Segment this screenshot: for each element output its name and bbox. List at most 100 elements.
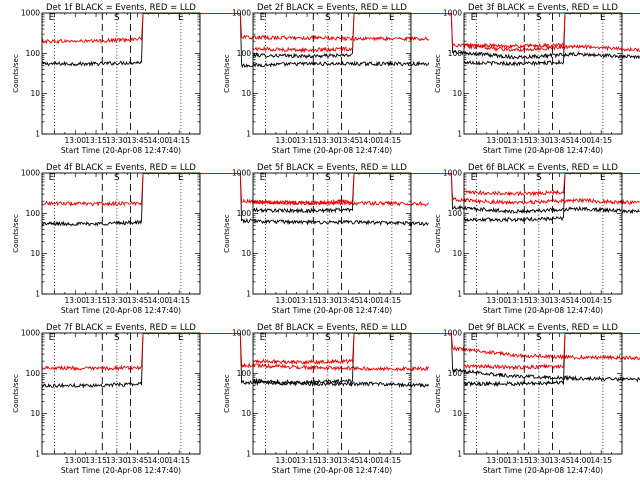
events-series-line	[41, 332, 144, 389]
events-series-line	[239, 332, 430, 389]
x-tick-label: 13:45	[127, 136, 149, 145]
x-tick-label: 13:00	[486, 296, 508, 305]
plot-frame	[41, 12, 201, 135]
events-series-line	[463, 332, 566, 388]
x-tick-label: 14:15	[168, 296, 190, 305]
panel-title: Det 7f BLACK = Events, RED = LLD	[46, 323, 196, 333]
plot-frame	[41, 332, 201, 455]
y-axis-label: Counts/sec	[434, 54, 442, 93]
x-tick-label: 13:30	[317, 456, 339, 465]
x-tick-label: 13:30	[106, 136, 128, 145]
panel-det-3f: Det 3f BLACK = Events, RED = LLD Counts/s…	[434, 3, 640, 155]
panel-title: Det 4f BLACK = Events, RED = LLD	[46, 163, 196, 173]
marker-e-label: E	[389, 333, 395, 343]
marker-e-label: E	[260, 13, 266, 23]
y-tick-label: 1000	[232, 329, 251, 338]
x-axis-label: Start Time (20-Apr-08 12:47:40)	[61, 466, 181, 475]
events-series-line	[41, 12, 144, 67]
panel-det-1f: Det 1f BLACK = Events, RED = LLD Counts/s…	[12, 3, 430, 155]
marker-s-label: S	[114, 173, 120, 183]
y-tick-label: 10	[241, 89, 251, 98]
events-series-line	[450, 12, 640, 60]
x-tick-label: 14:00	[570, 296, 592, 305]
events-series-line	[252, 12, 355, 60]
marker-s-label: S	[536, 13, 542, 23]
plot-frame	[463, 172, 623, 295]
x-tick-label: 13:15	[296, 296, 318, 305]
marker-e-label: E	[49, 13, 55, 23]
y-axis-label: Counts/sec	[12, 214, 20, 253]
y-tick-label: 1000	[443, 169, 462, 178]
x-tick-label: 13:15	[296, 136, 318, 145]
y-tick-label: 10	[30, 409, 40, 418]
marker-s-label: S	[114, 333, 120, 343]
lld-series-line	[463, 332, 566, 371]
y-tick-label: 100	[237, 369, 252, 378]
events-series-line	[239, 12, 430, 69]
x-tick-label: 13:30	[528, 136, 550, 145]
marker-e-label: E	[600, 173, 606, 183]
x-axis-label: Start Time (20-Apr-08 12:47:40)	[272, 306, 392, 315]
y-tick-label: 1	[35, 290, 40, 299]
lld-series-line	[239, 332, 430, 373]
x-tick-label: 14:00	[148, 296, 170, 305]
x-axis-label: Start Time (20-Apr-08 12:47:40)	[61, 146, 181, 155]
events-series-line	[239, 172, 429, 227]
x-tick-label: 13:00	[486, 136, 508, 145]
lld-series-line	[252, 172, 355, 207]
panel-title: Det 1f BLACK = Events, RED = LLD	[46, 3, 196, 13]
y-tick-label: 100	[448, 369, 463, 378]
marker-s-label: S	[536, 173, 542, 183]
y-tick-label: 1	[457, 130, 462, 139]
x-tick-label: 13:45	[127, 456, 149, 465]
x-tick-label: 13:45	[549, 456, 571, 465]
x-tick-label: 13:30	[528, 456, 550, 465]
marker-e-label: E	[471, 13, 477, 23]
x-tick-label: 13:00	[486, 456, 508, 465]
lld-series-line	[252, 12, 355, 54]
y-axis-label: Counts/sec	[434, 374, 442, 413]
events-series-line	[463, 12, 566, 67]
x-tick-label: 13:15	[85, 136, 107, 145]
panel-title: Det 2f BLACK = Events, RED = LLD	[257, 3, 407, 13]
y-tick-label: 10	[452, 89, 462, 98]
x-tick-label: 14:00	[570, 456, 592, 465]
y-tick-label: 1000	[21, 9, 40, 18]
panel-title: Det 9f BLACK = Events, RED = LLD	[468, 323, 618, 333]
panel-det-8f: Det 8f BLACK = Events, RED = LLD Counts/s…	[223, 323, 640, 475]
panel-title: Det 3f BLACK = Events, RED = LLD	[468, 3, 618, 13]
marker-e-label: E	[389, 13, 395, 23]
y-axis-label: Counts/sec	[12, 54, 20, 93]
y-tick-label: 1	[457, 290, 462, 299]
x-tick-label: 14:00	[359, 296, 381, 305]
x-tick-label: 13:45	[549, 296, 571, 305]
marker-s-label: S	[114, 13, 120, 23]
marker-e-label: E	[389, 173, 395, 183]
lld-series-line	[41, 332, 144, 372]
x-tick-label: 13:30	[106, 456, 128, 465]
y-tick-label: 10	[30, 249, 40, 258]
marker-s-label: S	[325, 13, 331, 23]
y-tick-label: 100	[26, 209, 41, 218]
panel-det-9f: Det 9f BLACK = Events, RED = LLD Counts/s…	[434, 323, 640, 475]
lld-series-line	[252, 332, 355, 366]
lld-series-line	[41, 12, 144, 45]
marker-s-label: S	[325, 173, 331, 183]
panel-title: Det 8f BLACK = Events, RED = LLD	[257, 323, 407, 333]
panel-title: Det 5f BLACK = Events, RED = LLD	[257, 163, 407, 173]
x-tick-label: 13:15	[296, 456, 318, 465]
y-tick-label: 1000	[21, 169, 40, 178]
marker-s-label: S	[536, 333, 542, 343]
y-tick-label: 1000	[21, 329, 40, 338]
x-tick-label: 13:30	[106, 296, 128, 305]
plot-frame	[41, 172, 201, 295]
x-tick-label: 14:15	[590, 296, 612, 305]
y-tick-label: 100	[237, 49, 252, 58]
marker-e-label: E	[600, 13, 606, 23]
plot-frame	[252, 12, 412, 135]
panel-det-7f: Det 7f BLACK = Events, RED = LLD Counts/s…	[12, 323, 430, 475]
x-tick-label: 14:00	[148, 136, 170, 145]
y-tick-label: 10	[241, 249, 251, 258]
marker-e-label: E	[600, 333, 606, 343]
